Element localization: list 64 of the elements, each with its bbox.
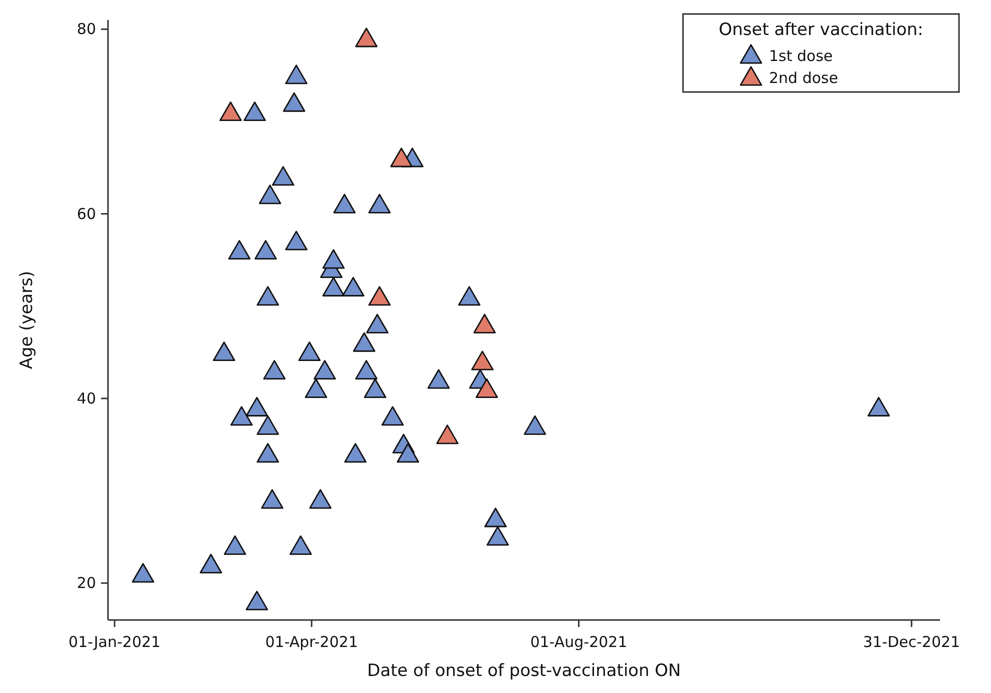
- point: [476, 378, 498, 398]
- point: [230, 406, 253, 426]
- legend-label: 2nd dose: [769, 69, 838, 87]
- point: [322, 249, 345, 269]
- point: [256, 286, 280, 306]
- legend-title: Onset after vaccination:: [718, 20, 924, 40]
- point: [246, 396, 268, 416]
- y-axis-title: Age (years): [17, 270, 37, 370]
- point: [304, 378, 328, 398]
- point: [352, 332, 376, 352]
- point: [484, 508, 507, 528]
- point: [368, 286, 391, 306]
- point: [355, 28, 378, 48]
- point: [427, 369, 450, 389]
- point: [314, 360, 336, 380]
- point: [263, 360, 286, 380]
- point: [290, 535, 312, 555]
- point: [390, 148, 413, 168]
- x-tick-label: 31-Dec-2021: [862, 633, 960, 651]
- y-tick-label: 40: [76, 389, 96, 408]
- point: [256, 415, 280, 435]
- point: [256, 443, 280, 463]
- point: [258, 184, 282, 204]
- x-tick-label: 01-Aug-2021: [530, 633, 628, 651]
- point: [471, 350, 494, 370]
- point: [224, 535, 246, 555]
- legend-label: 1st dose: [769, 47, 833, 65]
- y-tick-label: 80: [76, 20, 96, 38]
- y-tick-label: 60: [76, 204, 96, 223]
- point: [200, 554, 222, 574]
- x-tick-label: 01-Jan-2021: [68, 633, 161, 651]
- point: [366, 314, 388, 334]
- point: [246, 590, 268, 610]
- x-tick-label: 01-Apr-2021: [265, 633, 358, 651]
- point: [228, 240, 251, 260]
- point: [458, 286, 480, 306]
- y-tick-label: 20: [76, 574, 96, 592]
- point: [344, 443, 367, 463]
- point: [355, 360, 378, 380]
- point: [254, 240, 277, 260]
- point: [381, 406, 404, 426]
- point: [285, 230, 308, 250]
- point: [473, 314, 496, 334]
- point: [309, 489, 332, 509]
- point: [322, 276, 345, 296]
- point: [212, 342, 236, 362]
- point: [364, 378, 386, 398]
- point: [219, 102, 242, 122]
- point: [261, 489, 284, 509]
- point: [298, 342, 321, 362]
- point: [524, 415, 546, 435]
- point: [436, 424, 459, 444]
- point: [368, 194, 391, 214]
- point: [272, 166, 294, 186]
- point: [333, 194, 356, 214]
- point: [244, 102, 266, 122]
- x-axis-title: Date of onset of post-vaccination ON: [367, 661, 681, 681]
- point: [282, 92, 306, 112]
- point: [285, 64, 308, 84]
- point: [486, 526, 509, 546]
- point: [132, 563, 154, 583]
- point: [396, 443, 420, 463]
- point: [868, 396, 890, 416]
- point: [342, 276, 364, 296]
